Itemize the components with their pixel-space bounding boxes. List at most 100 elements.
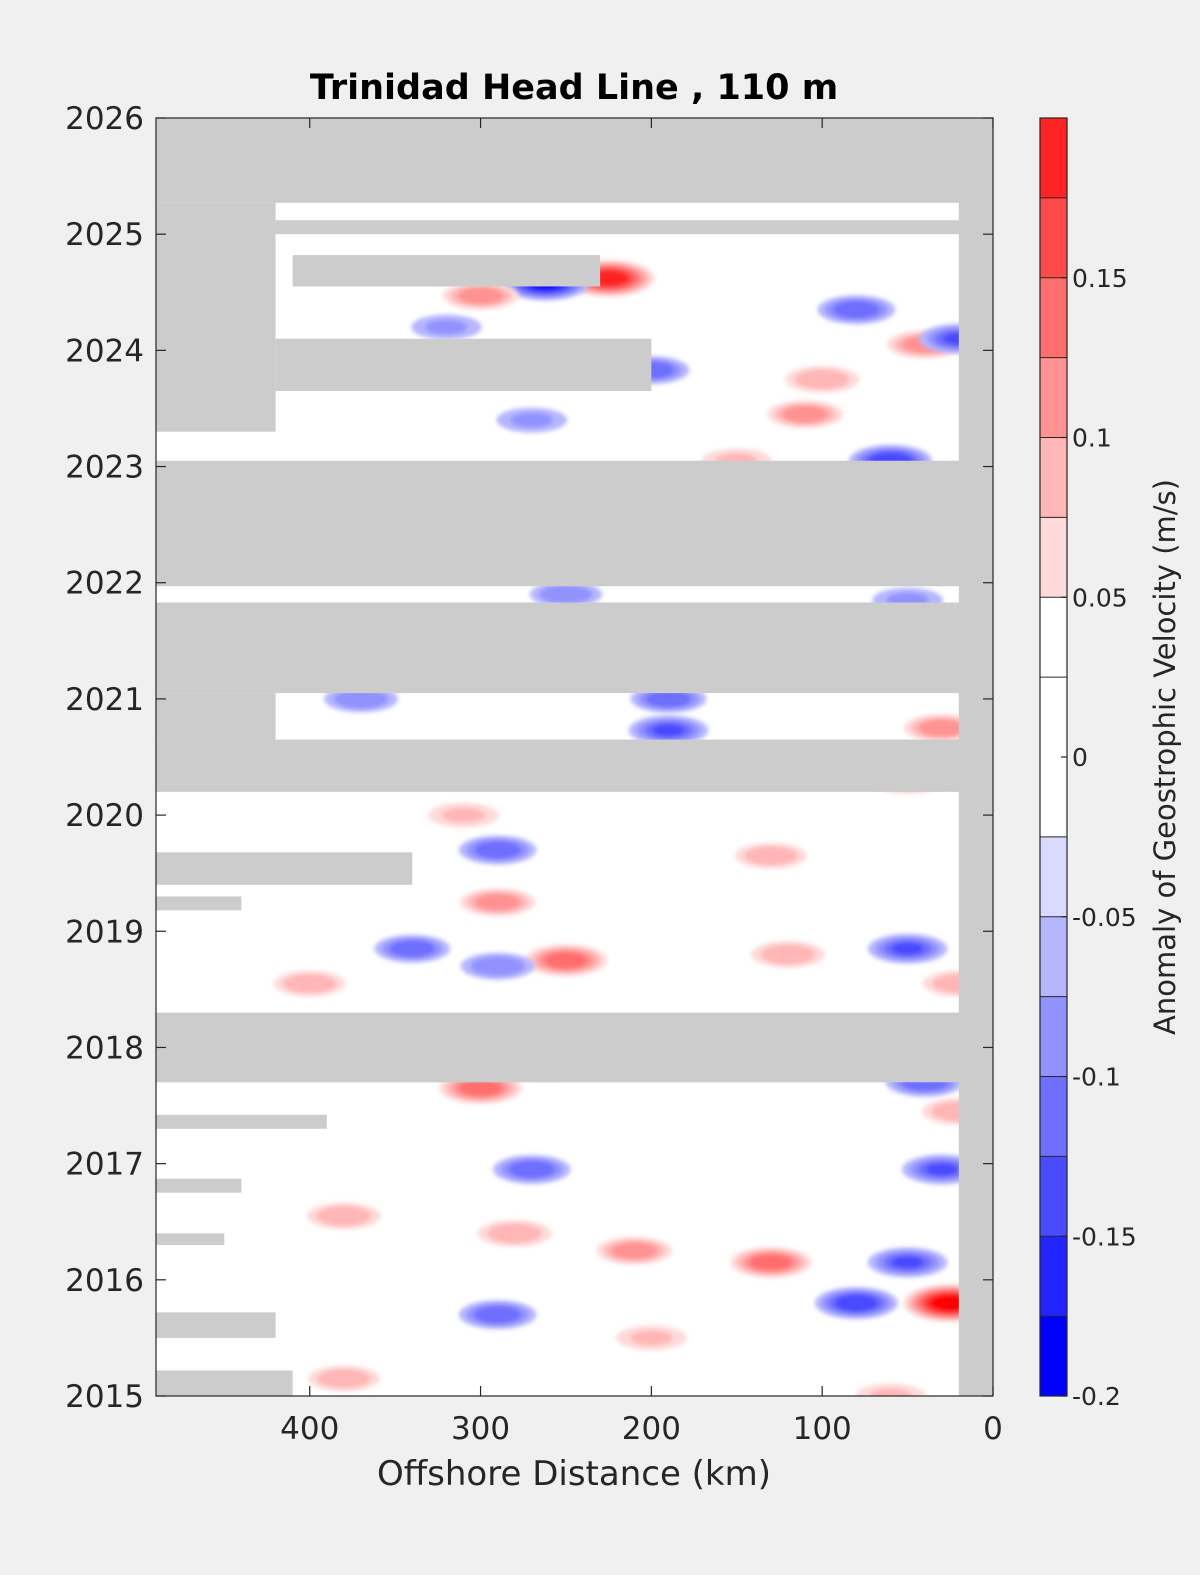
anomaly-30-level-2: [770, 948, 806, 961]
anomaly-35-level-3: [925, 1163, 958, 1176]
colorbar-tick-label-5: 0.05: [1072, 583, 1128, 612]
missing-data-layer: [156, 118, 993, 1396]
plot-title: Trinidad Head Line , 110 m: [310, 68, 838, 108]
anomaly-43-level-7: [936, 1297, 965, 1309]
missing-data-region-2: [156, 220, 993, 235]
y-tick-label-5: 2020: [65, 798, 144, 834]
anomaly-2: [442, 281, 519, 310]
missing-data-region-4: [275, 338, 652, 392]
anomaly-21: [458, 835, 537, 865]
colorbar-swatch-13: [1040, 197, 1067, 278]
anomaly-41-level-3: [891, 1256, 924, 1269]
anomaly-28: [867, 933, 948, 964]
anomaly-17: [628, 715, 709, 746]
anomaly-8-level-2: [804, 373, 840, 386]
colorbar-tick-label-7: 0.15: [1072, 264, 1128, 293]
y-tick-label-2: 2017: [65, 1147, 144, 1183]
anomaly-39: [596, 1236, 673, 1265]
anomaly-9-level-3: [789, 408, 821, 420]
colorbar-tick-label-0: -0.2: [1072, 1382, 1121, 1411]
missing-data-region-5: [156, 460, 993, 587]
y-tick-label-8: 2023: [65, 450, 144, 486]
anomaly-18-level-3: [926, 722, 957, 734]
y-tick-label-10: 2025: [65, 217, 144, 253]
anomaly-8: [785, 365, 860, 393]
missing-data-region-17: [958, 118, 993, 1396]
colorbar-tick-label-1: -0.15: [1072, 1222, 1137, 1251]
y-tick-label-6: 2021: [65, 682, 144, 718]
anomaly-36-level-3: [516, 1163, 548, 1176]
anomaly-45: [616, 1325, 687, 1351]
anomaly-20-level-1: [442, 807, 485, 823]
y-tick-label-3: 2018: [65, 1030, 144, 1066]
anomaly-31-level-4: [465, 1082, 496, 1094]
anomaly-46-level-2: [327, 1372, 361, 1385]
anomaly-25: [374, 934, 451, 963]
anomaly-25-level-3: [397, 943, 428, 955]
missing-data-region-8: [156, 693, 276, 740]
colorbar-swatch-6: [1040, 836, 1067, 917]
anomaly-21-level-3: [482, 844, 514, 856]
x-tick-label-1: 300: [451, 1411, 510, 1447]
missing-data-region-0: [156, 118, 993, 203]
colorbar-title: Anomaly of Geostrophic Velocity (m/s): [1148, 479, 1182, 1035]
anomaly-0-level-6: [594, 272, 624, 285]
missing-data-region-14: [156, 1233, 225, 1245]
anomaly-44-level-3: [482, 1308, 514, 1321]
anomaly-36: [492, 1154, 571, 1184]
anomaly-39-level-3: [619, 1245, 650, 1257]
y-tick-label-9: 2024: [65, 333, 144, 369]
x-tick-label-0: 400: [280, 1411, 339, 1447]
missing-data-region-11: [156, 1012, 993, 1083]
colorbar-swatch-4: [1040, 996, 1067, 1077]
x-tick-label-2: 200: [622, 1411, 681, 1447]
colorbar-swatch-0: [1040, 1316, 1067, 1396]
missing-data-region-13: [156, 1178, 242, 1193]
colorbar-swatch-1: [1040, 1236, 1067, 1317]
anomaly-47-level-1: [869, 1388, 912, 1396]
missing-data-region-3: [292, 255, 601, 287]
anomaly-23: [459, 888, 536, 917]
colorbar-swatch-10: [1040, 437, 1067, 518]
colorbar-swatch-3: [1040, 1076, 1067, 1157]
x-axis-title: Offshore Distance (km): [377, 1454, 771, 1494]
colorbar-swatch-9: [1040, 517, 1067, 598]
anomaly-3-level-1: [425, 319, 468, 335]
anomaly-10: [496, 407, 568, 433]
anomaly-24: [524, 944, 608, 977]
anomaly-15-level-2: [343, 692, 379, 706]
anomaly-13: [529, 581, 603, 608]
y-tick-label-7: 2022: [65, 566, 144, 602]
plot-frame: [155, 117, 994, 1397]
colorbar-tick-label-3: -0.05: [1072, 903, 1137, 932]
y-tick-label-4: 2019: [65, 914, 144, 950]
colorbar-swatch-5: [1040, 916, 1067, 997]
y-axis-ticks: 2015 2016 2017 2018 2019 2020 2021 2022 2023 2024…: [65, 101, 993, 1415]
missing-data-region-15: [156, 1312, 276, 1338]
anomaly-37: [306, 1202, 381, 1230]
anomaly-3: [411, 314, 482, 340]
anomaly-17-level-3: [652, 724, 685, 737]
colorbar-tick-label-2: -0.1: [1072, 1063, 1121, 1092]
anomaly-27-level-2: [292, 977, 327, 990]
colorbar-swatch-12: [1040, 277, 1067, 358]
x-axis-ticks: 400 300 200 100 0: [280, 118, 1003, 1447]
anomaly-27: [273, 970, 346, 997]
x-tick-label-4: 0: [983, 1411, 1003, 1447]
missing-data-region-16: [156, 1370, 293, 1396]
anomaly-44: [458, 1300, 537, 1330]
colorbar-swatch-8: [1040, 597, 1067, 678]
anomaly-26: [460, 952, 535, 980]
anomaly-24-level-4: [551, 954, 581, 967]
anomaly-10-level-1: [510, 412, 553, 428]
colorbar-swatch-2: [1040, 1156, 1067, 1237]
missing-data-region-12: [156, 1114, 327, 1129]
anomaly-9: [767, 400, 844, 429]
missing-data-region-10: [156, 896, 242, 911]
y-tick-label-11: 2026: [65, 101, 144, 137]
y-tick-label-1: 2016: [65, 1263, 144, 1299]
anomaly-16-level-3: [653, 693, 684, 705]
anomaly-30: [750, 941, 826, 969]
anomaly-23-level-3: [482, 896, 513, 908]
missing-data-region-6: [156, 602, 993, 694]
